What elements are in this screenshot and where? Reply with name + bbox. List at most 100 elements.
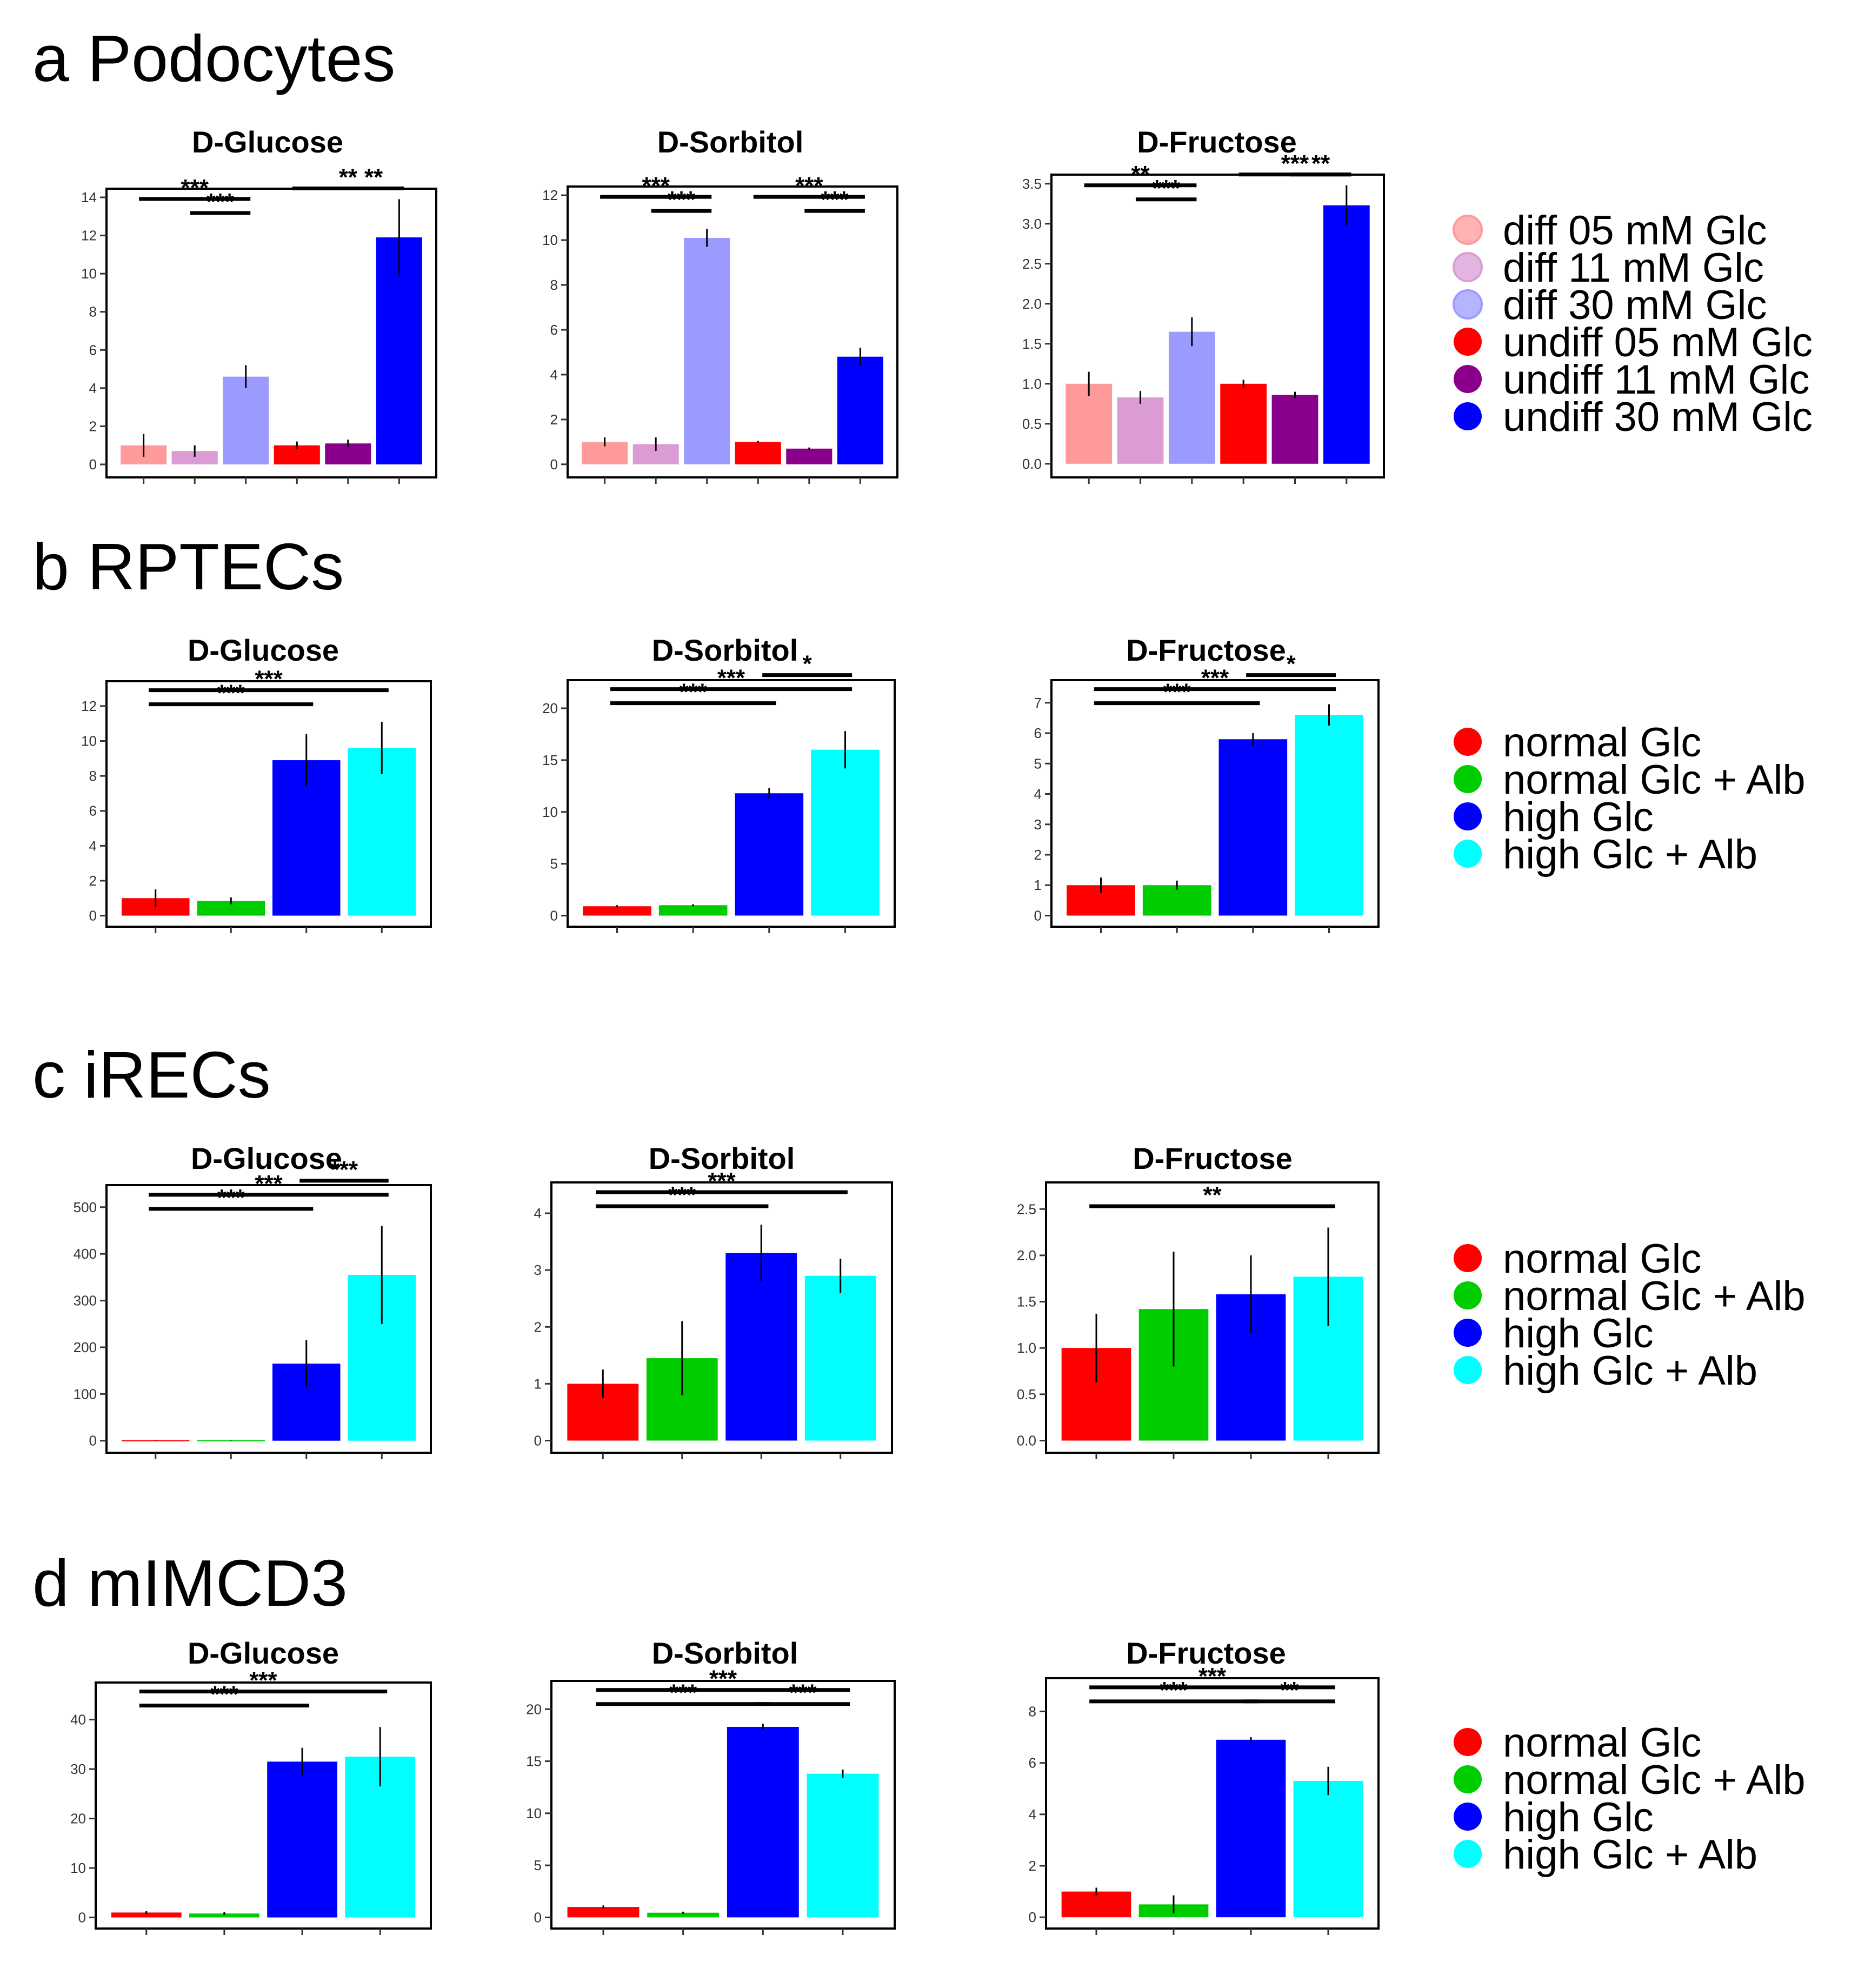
significance-label: *** [217,1185,245,1211]
y-tick-label: 30 [70,1761,86,1777]
y-tick-label: 5 [1034,755,1042,772]
significance-label: *** [708,1168,736,1194]
bar [1117,397,1164,464]
significance-label: *** [821,187,849,213]
y-tick-label: 10 [81,733,97,749]
significance-label: ** [1280,1677,1299,1704]
bar [567,1907,640,1918]
y-tick-label: 500 [74,1199,97,1215]
significance-label: *** [668,1182,696,1208]
significance-label: ** [1203,1182,1222,1208]
legend-swatch [1454,1281,1482,1309]
y-tick-label: 0 [550,456,558,473]
y-tick-label: 0 [89,908,97,924]
panel-title: D-Sorbitol [652,633,798,667]
y-tick-label: 6 [89,342,97,358]
significance-label: *** [1152,175,1180,202]
panel-title: D-Sorbitol [652,1636,798,1670]
significance-label: *** [217,680,245,707]
legend-label: high Glc + Alb [1503,1348,1757,1394]
y-tick-label: 100 [74,1386,97,1402]
significance-label: *** [249,1667,277,1694]
bar [725,1253,797,1441]
y-tick-label: 0 [1034,907,1042,923]
bar [121,1440,190,1441]
y-tick-label: 2.5 [1017,1201,1036,1217]
legend-label: high Glc [1503,1311,1654,1357]
panel-d-d-sorbitol: D-Sorbitol 0 5 10 15 20 *** *** *** [526,1636,896,1935]
bar [1271,395,1318,464]
significance-label: *** [709,1666,737,1692]
significance-label: *** [717,665,745,692]
y-tick-label: 12 [81,698,97,714]
y-tick-label: 8 [89,304,97,320]
y-tick-label: 5 [534,1857,542,1873]
y-tick-label: 1.0 [1022,376,1042,392]
y-tick-label: 10 [526,1805,542,1821]
y-tick-label: 200 [74,1339,97,1355]
significance-label: ** [364,164,383,191]
y-tick-label: 1.5 [1022,336,1042,352]
y-tick-label: 14 [81,189,97,205]
bar [684,237,730,464]
y-tick-label: 6 [89,803,97,819]
bar [735,442,781,464]
y-tick-label: 0 [1029,1909,1036,1925]
legend-swatch [1454,840,1482,868]
legend-swatch [1454,1765,1482,1793]
significance-label: *** [181,175,209,201]
y-tick-label: 8 [550,277,558,293]
legend-label: diff 05 mM Glc [1503,208,1767,254]
significance-label: *** [207,189,235,215]
panel-c-d-fructose: D-Fructose 0.0 0.5 1.0 1.5 2.0 2.5 ** [1017,1141,1380,1459]
significance-label: * [803,651,813,677]
row-d: d mIMCD3D-Glucose010203040******D-Sorbit… [32,1546,1806,1935]
y-tick-label: 2.0 [1022,296,1042,312]
y-tick-label: 12 [81,228,97,244]
legend-swatch [1454,728,1482,756]
y-tick-label: 0 [550,907,558,923]
y-tick-label: 1 [1034,877,1042,893]
y-tick-label: 8 [89,768,97,784]
panel-b-d-glucose: D-Glucose 0 2 4 6 8 10 12 *** *** [81,633,432,933]
significance-label: * [1287,651,1296,677]
legend-swatch [1454,365,1482,393]
y-tick-label: 0 [89,456,97,473]
bar [1142,885,1211,916]
y-tick-label: 0 [534,1433,542,1449]
legend-label: normal Glc + Alb [1503,1757,1806,1803]
bar [837,356,883,464]
y-tick-label: 15 [542,752,558,768]
significance-label: *** [255,1171,283,1197]
y-tick-label: 400 [74,1246,97,1262]
y-tick-label: 40 [70,1712,86,1728]
significance-label: ** [1311,150,1330,177]
y-tick-label: 3 [1034,816,1042,833]
y-tick-label: 10 [81,265,97,282]
bar [267,1761,337,1918]
legend-label: normal Glc + Alb [1503,1273,1806,1319]
y-tick-label: 20 [526,1701,542,1717]
y-tick-label: 2.0 [1017,1247,1036,1264]
y-tick-label: 2 [89,873,97,889]
panel-c-d-glucose: D-Glucose 0 100 200 300 400 500 *** *** *** [74,1141,432,1459]
legend-label: undiff 30 mM Glc [1503,394,1813,440]
y-tick-label: 15 [526,1753,542,1770]
bar [807,1773,879,1918]
y-tick-label: 7 [1034,695,1042,711]
legend-swatch [1454,765,1482,793]
bar [727,1726,799,1918]
y-tick-label: 3.0 [1022,216,1042,232]
y-tick-label: 2 [89,418,97,434]
legend-label: undiff 05 mM Glc [1503,320,1813,365]
legend-label: diff 30 mM Glc [1503,282,1767,328]
legend-label: high Glc + Alb [1503,832,1757,877]
bar [189,1913,259,1918]
panel-title: D-Fructose [1133,1141,1293,1175]
significance-label: ** [339,164,358,191]
